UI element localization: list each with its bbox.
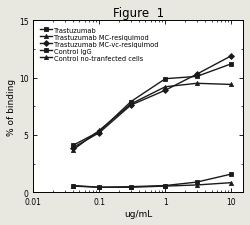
Trastuzumab MC-resiquimod: [72, 149, 74, 152]
Trastuzumab MC-vc-resiquimod: [230, 55, 233, 58]
Trastuzumab MC-vc-resiquimod: [72, 147, 74, 149]
Trastuzumab MC-vc-resiquimod: [129, 104, 132, 107]
Control IgG: [98, 186, 101, 189]
Control no-tranfected cells: [164, 185, 167, 188]
Control no-tranfected cells: [195, 184, 198, 187]
Y-axis label: % of binding: % of binding: [7, 78, 16, 135]
Trastuzumab: [230, 63, 233, 66]
Control no-tranfected cells: [98, 186, 101, 189]
Title: Figure  1: Figure 1: [112, 7, 164, 20]
Trastuzumab MC-resiquimod: [164, 86, 167, 89]
Trastuzumab MC-resiquimod: [98, 129, 101, 132]
Line: Trastuzumab MC-resiquimod: Trastuzumab MC-resiquimod: [71, 82, 234, 152]
Control IgG: [72, 185, 74, 188]
Trastuzumab MC-vc-resiquimod: [98, 132, 101, 135]
Control IgG: [195, 181, 198, 184]
X-axis label: ug/mL: ug/mL: [124, 209, 152, 218]
Line: Control IgG: Control IgG: [71, 172, 234, 189]
Legend: Trastuzumab, Trastuzumab MC-resiquimod, Trastuzumab MC-vc-resiquimod, Control Ig: Trastuzumab, Trastuzumab MC-resiquimod, …: [39, 26, 160, 63]
Trastuzumab: [195, 76, 198, 78]
Trastuzumab: [129, 101, 132, 104]
Control no-tranfected cells: [72, 184, 74, 187]
Control IgG: [230, 173, 233, 176]
Trastuzumab MC-vc-resiquimod: [195, 73, 198, 76]
Trastuzumab MC-resiquimod: [195, 83, 198, 85]
Control IgG: [164, 184, 167, 187]
Trastuzumab MC-resiquimod: [230, 84, 233, 86]
Trastuzumab: [164, 78, 167, 81]
Trastuzumab MC-resiquimod: [129, 103, 132, 106]
Control no-tranfected cells: [230, 182, 233, 184]
Line: Control no-tranfected cells: Control no-tranfected cells: [71, 181, 234, 189]
Control no-tranfected cells: [129, 186, 132, 189]
Trastuzumab: [98, 130, 101, 133]
Control IgG: [129, 185, 132, 188]
Line: Trastuzumab: Trastuzumab: [71, 62, 234, 148]
Trastuzumab: [72, 144, 74, 147]
Trastuzumab MC-vc-resiquimod: [164, 89, 167, 92]
Line: Trastuzumab MC-vc-resiquimod: Trastuzumab MC-vc-resiquimod: [71, 54, 234, 150]
